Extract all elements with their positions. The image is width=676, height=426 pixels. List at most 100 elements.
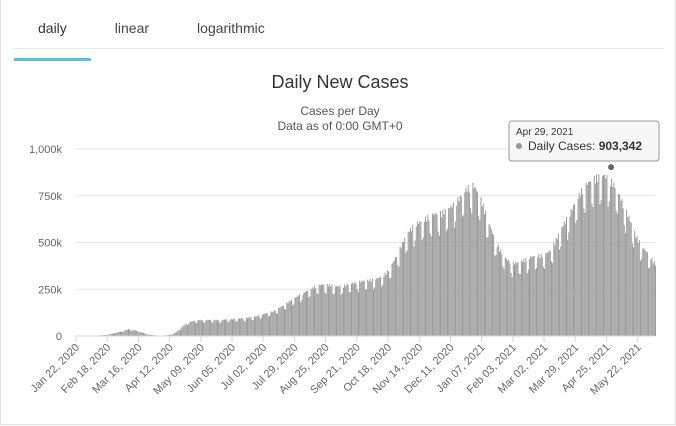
bar[interactable] [548,250,550,336]
bar[interactable] [111,333,113,336]
bar[interactable] [121,331,123,336]
bar[interactable] [369,278,371,336]
bar[interactable] [634,231,636,336]
bar[interactable] [495,255,497,336]
bar[interactable] [329,283,331,336]
bar[interactable] [391,263,393,336]
bar[interactable] [437,231,439,336]
bar[interactable] [348,291,350,336]
bar[interactable] [177,330,179,336]
bar[interactable] [271,311,273,336]
bar[interactable] [114,333,116,336]
bar[interactable] [128,329,129,336]
bar[interactable] [624,233,626,336]
bar[interactable] [293,304,295,336]
bar[interactable] [122,331,124,336]
bar[interactable] [223,319,225,336]
bar[interactable] [612,186,614,336]
bar[interactable] [218,319,220,336]
bar[interactable] [279,307,281,336]
bar[interactable] [274,310,276,336]
bar[interactable] [601,176,603,336]
bar[interactable] [408,232,410,336]
bar[interactable] [645,251,647,336]
bar[interactable] [131,330,133,336]
bar[interactable] [356,289,358,336]
bar[interactable] [569,216,571,336]
bar[interactable] [458,201,460,336]
bar[interactable] [406,250,408,336]
bar[interactable] [435,213,437,336]
bar[interactable] [357,291,359,336]
bar[interactable] [560,246,562,336]
tab-daily[interactable]: daily [14,8,91,61]
bar[interactable] [383,276,385,336]
bar[interactable] [139,332,141,336]
bar[interactable] [296,295,298,336]
bar[interactable] [191,321,193,336]
bar[interactable] [442,209,444,336]
bar[interactable] [185,323,187,336]
bar[interactable] [178,330,180,336]
bar[interactable] [646,252,648,336]
bar[interactable] [361,280,363,336]
tab-linear[interactable]: linear [114,20,150,36]
bar[interactable] [374,287,376,336]
bar[interactable] [388,271,390,336]
bar[interactable] [474,186,476,336]
bar[interactable] [561,227,563,336]
bar[interactable] [184,324,186,336]
bar[interactable] [631,243,633,336]
bar[interactable] [147,334,149,336]
bar[interactable] [421,239,423,336]
bar[interactable] [290,299,292,336]
bar[interactable] [176,331,178,336]
bar[interactable] [189,322,191,336]
bar[interactable] [448,208,450,336]
bar[interactable] [305,290,307,336]
bar[interactable] [339,285,341,336]
bar[interactable] [590,181,592,336]
bar[interactable] [226,319,228,336]
bar[interactable] [637,243,639,336]
bar[interactable] [278,307,280,336]
bar[interactable] [251,320,253,336]
tab-logarithmic[interactable]: logarithmic [197,20,265,36]
bar[interactable] [396,257,398,336]
bar[interactable] [344,284,346,336]
bar[interactable] [414,240,416,336]
bar[interactable] [107,334,109,336]
bar[interactable] [303,291,305,336]
bar[interactable] [230,318,232,336]
bar[interactable] [144,333,146,336]
bar[interactable] [295,297,297,336]
bar[interactable] [582,194,584,336]
bar[interactable] [496,247,498,336]
bar[interactable] [540,253,542,336]
bar[interactable] [481,206,483,336]
bar[interactable] [385,274,387,336]
bar[interactable] [503,268,505,336]
bar[interactable] [267,316,269,336]
bar[interactable] [379,276,381,336]
bar[interactable] [445,231,447,336]
bar[interactable] [332,294,334,336]
bar[interactable] [577,198,579,336]
bar[interactable] [259,319,261,336]
bar[interactable] [146,334,148,336]
bar[interactable] [326,283,328,336]
bar[interactable] [483,214,485,336]
bar[interactable] [124,330,126,336]
bar[interactable] [549,251,551,336]
bar[interactable] [331,284,333,336]
bar[interactable] [225,319,227,336]
bar[interactable] [314,285,316,336]
bar[interactable] [362,281,364,336]
bar[interactable] [473,188,475,336]
bar[interactable] [507,260,509,336]
bar[interactable] [145,333,147,336]
bar[interactable] [523,258,525,336]
bar[interactable] [345,286,347,336]
bar[interactable] [544,268,546,336]
bar[interactable] [126,329,128,336]
